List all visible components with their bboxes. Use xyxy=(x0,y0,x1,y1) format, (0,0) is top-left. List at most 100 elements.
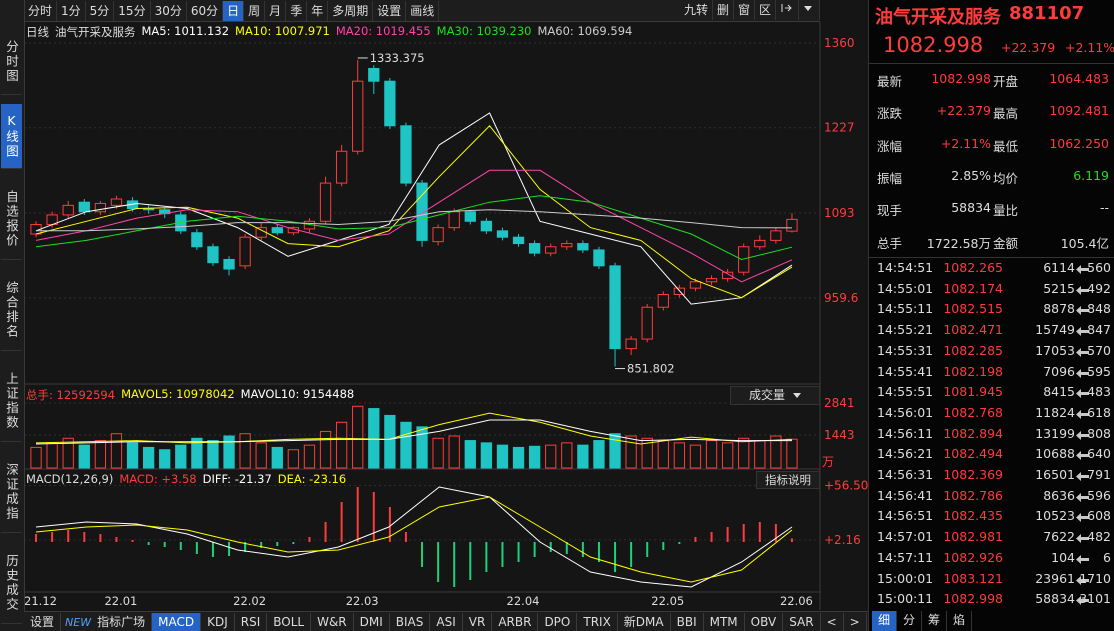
tick-arrow xyxy=(1076,325,1089,340)
tool-button[interactable]: 画线 xyxy=(406,0,440,21)
indicator-tab[interactable]: TRIX xyxy=(577,612,618,631)
period-tab[interactable]: 5分 xyxy=(86,0,115,21)
candle-body xyxy=(545,246,557,254)
header-text: MA5: 1011.132 xyxy=(141,24,230,38)
x-tick-label: 22.05 xyxy=(651,594,684,608)
help-button[interactable]: 指标说明 xyxy=(756,471,820,489)
volume-bar xyxy=(46,442,58,469)
panel-tab[interactable]: 分 xyxy=(897,611,923,631)
period-tab[interactable]: 60分 xyxy=(187,0,224,21)
tick-row: 14:55:51 1081.945 8415 483 xyxy=(869,384,1114,404)
period-tab[interactable]: 分时 xyxy=(24,0,58,21)
stat-value: 1722.58万 xyxy=(926,235,991,251)
side-tab[interactable]: 上证指数 xyxy=(1,360,22,442)
period-tab[interactable]: 日 xyxy=(223,0,245,21)
icon-button[interactable] xyxy=(776,0,799,20)
tick-row: 15:00:01 1083.121 23961 1710 xyxy=(869,571,1114,591)
period-tab[interactable]: 1分 xyxy=(57,0,86,21)
indicator-line xyxy=(35,169,793,283)
period-tab[interactable]: 年 xyxy=(307,0,329,21)
indicator-tab[interactable]: BBI xyxy=(671,612,704,631)
indicator-tab[interactable]: 新DMA xyxy=(618,612,671,631)
side-tab[interactable]: 历史成交 xyxy=(1,542,22,624)
volume-bar xyxy=(223,435,235,469)
tool-button[interactable]: 设置 xyxy=(373,0,407,21)
indicator-tab[interactable]: VR xyxy=(463,612,493,631)
indicator-tab[interactable]: MACD xyxy=(152,612,202,631)
panel-tab[interactable]: 细 xyxy=(872,611,898,631)
volume-bar xyxy=(770,435,782,469)
side-tab[interactable]: 分时图 xyxy=(1,30,22,95)
volume-bar xyxy=(641,437,653,469)
period-tab[interactable]: 15分 xyxy=(114,0,151,21)
period-tab[interactable]: 30分 xyxy=(151,0,187,21)
tick-time: 14:55:51 xyxy=(877,384,934,400)
tick-time: 14:56:11 xyxy=(877,425,934,441)
indicator-tab[interactable]: 指标广场 xyxy=(91,612,153,631)
tick-arrow xyxy=(1076,470,1089,485)
period-tab[interactable]: 周 xyxy=(244,0,266,21)
bottom-tabs: 设置 NEW 指标广场 MACD KDJ RSI BOLL W&R DMI BIAS ASI VR AR… xyxy=(24,611,868,631)
indicator-tab[interactable]: BIAS xyxy=(390,612,431,631)
volume-bar xyxy=(480,442,493,469)
panel-tab[interactable]: 筹 xyxy=(922,611,948,631)
separator xyxy=(869,257,1114,258)
stat-value: +22.379 xyxy=(936,103,991,119)
period-tab[interactable]: 月 xyxy=(265,0,287,21)
tool-button[interactable]: 区 xyxy=(755,0,776,20)
stat-label: 现手 xyxy=(877,203,903,219)
tick-row: 15:00:11 1082.998 58834 3101 xyxy=(869,591,1114,611)
tick-count: 560 xyxy=(1087,260,1111,275)
indicator-tab[interactable]: DPO xyxy=(538,612,578,631)
stat-row: 最新 1082.998 开盘 1064.483 xyxy=(869,71,1114,91)
tool-button[interactable]: 窗 xyxy=(734,0,755,20)
indicator-tab[interactable]: DMI xyxy=(354,612,390,631)
side-tab[interactable]: 综合排名 xyxy=(1,269,22,351)
indicator-dropdown[interactable]: 成交量 xyxy=(730,386,820,405)
stat-row: 涨幅 +2.11% 最低 1062.250 xyxy=(869,136,1114,156)
header-text: MA10: 1007.971 xyxy=(235,24,330,38)
icon xyxy=(793,393,801,398)
indicator-tab[interactable]: RSI xyxy=(235,612,268,631)
volume-bar xyxy=(754,440,766,469)
side-tab[interactable]: K线图 xyxy=(1,104,22,169)
tool-button[interactable]: 删 xyxy=(713,0,734,20)
period-tab[interactable]: 多周期 xyxy=(328,0,374,21)
nav-button[interactable]: < xyxy=(821,612,844,631)
period-tab[interactable]: 季 xyxy=(286,0,308,21)
indicator-tab[interactable]: SAR xyxy=(783,612,821,631)
volume-bar xyxy=(705,440,718,469)
side-tab[interactable]: 深证成指 xyxy=(1,451,22,533)
stat-value: +2.11% xyxy=(940,135,991,151)
stat-value: 105.4亿 xyxy=(1060,235,1109,251)
candle-body xyxy=(207,246,219,264)
indicator-tab[interactable]: W&R xyxy=(311,612,354,631)
indicator-tab[interactable]: MTM xyxy=(704,612,745,631)
panel-tabs: 细分筹焰 xyxy=(872,611,973,631)
indicator-tab[interactable]: ARBR xyxy=(492,612,539,631)
header-text: 总手: 12592594 xyxy=(26,388,116,402)
indicator-line xyxy=(35,195,793,261)
tick-row: 14:54:51 1082.265 6114 560 xyxy=(869,260,1114,280)
panel-tab[interactable]: 焰 xyxy=(947,611,973,631)
tool-button[interactable]: 九转 xyxy=(680,0,713,20)
side-tab[interactable]: 自选报价 xyxy=(1,178,22,260)
volume-bar xyxy=(496,444,509,469)
icon-button[interactable] xyxy=(799,0,820,20)
tick-time: 14:55:11 xyxy=(877,301,934,317)
stat-value: -- xyxy=(1099,200,1109,216)
indicator-tab[interactable]: KDJ xyxy=(201,612,235,631)
x-tick-label: 22.03 xyxy=(346,594,379,608)
volume-bar xyxy=(512,446,525,469)
tick-volume: 7622 xyxy=(1043,529,1075,545)
indicator-tab[interactable]: OBV xyxy=(745,612,784,631)
indicator-tab[interactable]: BOLL xyxy=(267,612,312,631)
stat-label: 开盘 xyxy=(993,74,1019,89)
candle-body xyxy=(368,67,380,82)
indicator-tab[interactable]: ASI xyxy=(430,612,463,631)
nav-button[interactable]: > xyxy=(844,612,867,631)
settings-tab[interactable]: 设置 xyxy=(24,612,62,631)
candle-body xyxy=(110,198,123,206)
tick-volume: 10523 xyxy=(1035,508,1075,524)
candle-body xyxy=(786,218,798,232)
